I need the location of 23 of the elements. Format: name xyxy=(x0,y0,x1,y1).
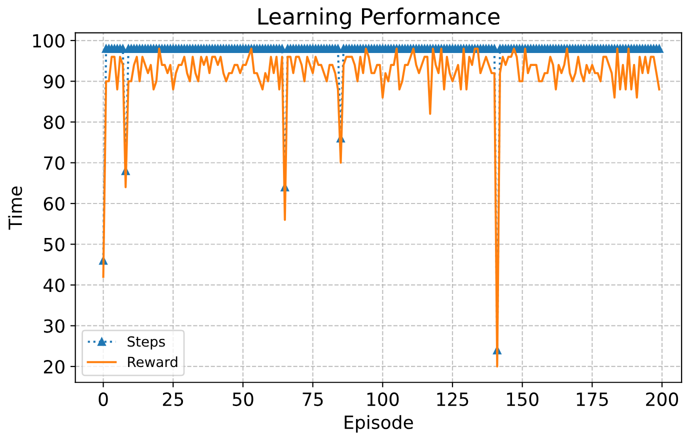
y-axis-title: Time xyxy=(8,186,22,230)
y-tick-label: 50 xyxy=(44,238,64,252)
x-tick-label: 50 xyxy=(232,392,254,406)
y-tick-label: 80 xyxy=(44,115,64,130)
x-tick-label: 175 xyxy=(576,392,608,406)
x-tick-label: 150 xyxy=(507,392,538,406)
x-tick-label: 125 xyxy=(437,392,468,406)
legend-label: Reward xyxy=(128,356,178,368)
x-tick-label: 200 xyxy=(646,392,678,406)
chart-title: Learning Performance xyxy=(258,8,500,30)
y-tick-label: 20 xyxy=(44,360,64,374)
y-tick-label: 60 xyxy=(44,196,64,211)
y-tick-label: 70 xyxy=(44,156,64,170)
y-tick-label: 100 xyxy=(33,34,64,48)
y-tick-label: 40 xyxy=(44,278,64,292)
legend-label: Steps xyxy=(128,336,165,350)
x-axis-title: Episode xyxy=(344,415,413,433)
y-tick-label: 30 xyxy=(44,319,64,333)
x-tick-label: 75 xyxy=(302,392,323,406)
x-tick-label: 0 xyxy=(98,392,108,406)
y-tick-label: 90 xyxy=(44,74,64,88)
x-tick-label: 25 xyxy=(162,392,184,406)
x-tick-label: 100 xyxy=(367,392,399,406)
